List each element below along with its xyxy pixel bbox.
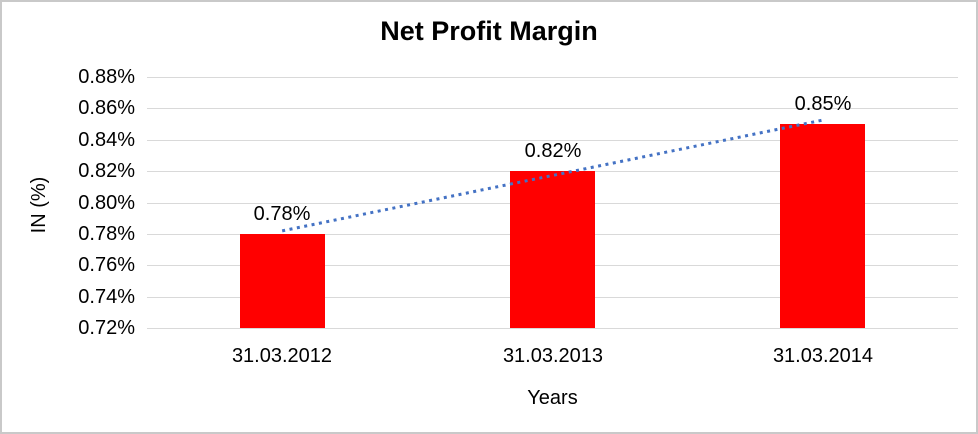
y-tick-label: 0.86% <box>78 97 135 119</box>
data-label: 0.85% <box>794 93 852 115</box>
chart-title: Net Profit Margin <box>380 16 598 46</box>
category-label: 31.03.2012 <box>231 345 333 367</box>
y-tick-label: 0.72% <box>78 317 135 339</box>
data-label: 0.78% <box>253 203 311 225</box>
gridline <box>147 328 958 329</box>
y-tick-label: 0.84% <box>78 129 135 151</box>
gridline <box>147 77 958 78</box>
x-axis-title: Years <box>527 387 578 409</box>
bar <box>510 171 595 328</box>
category-label: 31.03.2014 <box>772 345 874 367</box>
data-label: 0.82% <box>524 140 582 162</box>
y-tick-label: 0.82% <box>78 160 135 182</box>
bar <box>780 124 865 328</box>
y-tick-label: 0.76% <box>78 254 135 276</box>
y-tick-label: 0.74% <box>78 286 135 308</box>
y-tick-label: 0.80% <box>78 192 135 214</box>
y-tick-label: 0.88% <box>78 66 135 88</box>
gridline <box>147 108 958 109</box>
y-tick-label: 0.78% <box>78 223 135 245</box>
category-label: 31.03.2013 <box>502 345 604 367</box>
bar <box>240 234 325 328</box>
